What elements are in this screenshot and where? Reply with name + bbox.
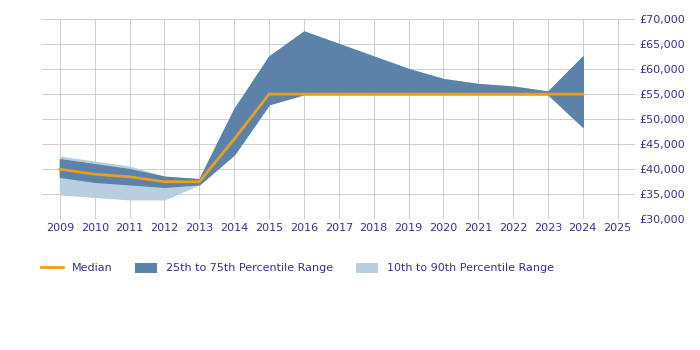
Legend: Median, 25th to 75th Percentile Range, 10th to 90th Percentile Range: Median, 25th to 75th Percentile Range, 1… [36,258,558,278]
